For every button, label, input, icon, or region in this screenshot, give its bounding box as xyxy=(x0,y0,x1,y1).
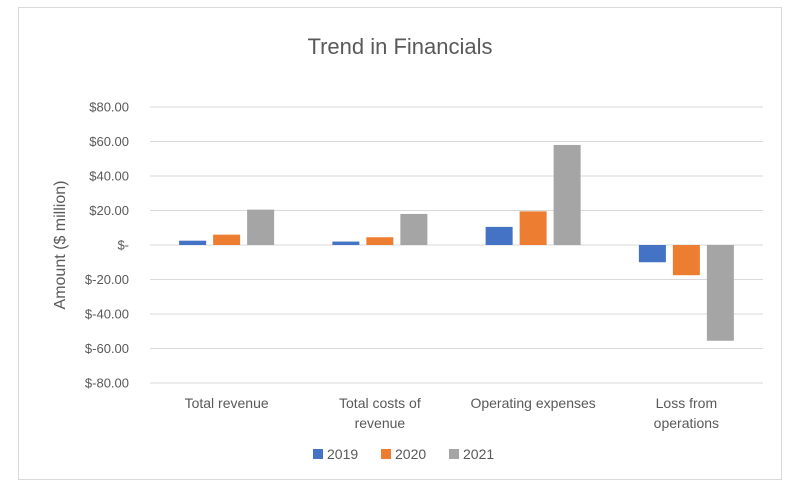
x-category-label: Loss from xyxy=(656,395,717,411)
y-tick-label: $40.00 xyxy=(89,169,129,184)
x-category-label: operations xyxy=(654,415,719,431)
y-axis-label: Amount ($ million) xyxy=(52,181,69,310)
legend-swatch-2020 xyxy=(381,449,391,459)
y-tick-label: $-60.00 xyxy=(85,341,129,356)
x-category-label: Operating expenses xyxy=(470,395,595,411)
bars xyxy=(179,144,734,341)
chart-frame xyxy=(18,7,782,480)
y-tick-label: $80.00 xyxy=(89,100,129,115)
bar-2019 xyxy=(332,241,360,245)
bar-2021 xyxy=(247,209,275,245)
legend: 2019 2020 2021 xyxy=(313,446,494,462)
legend-label-2021: 2021 xyxy=(463,446,494,462)
bar-2020 xyxy=(366,237,394,245)
chart-title: Trend in Financials xyxy=(307,34,492,59)
bar-2019 xyxy=(179,240,207,245)
gridlines xyxy=(150,106,763,384)
bar-2021 xyxy=(706,245,734,341)
bar-2020 xyxy=(672,245,700,276)
bar-2019 xyxy=(485,226,513,245)
y-tick-label: $60.00 xyxy=(89,134,129,149)
x-category-label: Total costs of xyxy=(339,395,421,411)
y-tick-label: $-20.00 xyxy=(85,272,129,287)
legend-swatch-2021 xyxy=(449,449,459,459)
legend-label-2019: 2019 xyxy=(327,446,358,462)
y-tick-label: $20.00 xyxy=(89,203,129,218)
x-category-label: Total revenue xyxy=(185,395,269,411)
bar-2021 xyxy=(400,213,428,245)
y-tick-label: $- xyxy=(117,238,129,253)
y-tick-label: $-80.00 xyxy=(85,376,129,391)
legend-label-2020: 2020 xyxy=(395,446,426,462)
y-tick-label: $-40.00 xyxy=(85,307,129,322)
bar-2019 xyxy=(638,245,666,263)
x-axis-categories: Total revenue Total costs of revenue Operat… xyxy=(185,395,719,431)
y-axis-ticks: $80.00 $60.00 $40.00 $20.00 $- $-20.00 $-40.00… xyxy=(85,100,129,391)
bar-2021 xyxy=(553,144,581,245)
legend-swatch-2019 xyxy=(313,449,323,459)
bar-2020 xyxy=(213,234,241,245)
x-category-label: revenue xyxy=(355,415,406,431)
bar-2020 xyxy=(519,211,547,245)
